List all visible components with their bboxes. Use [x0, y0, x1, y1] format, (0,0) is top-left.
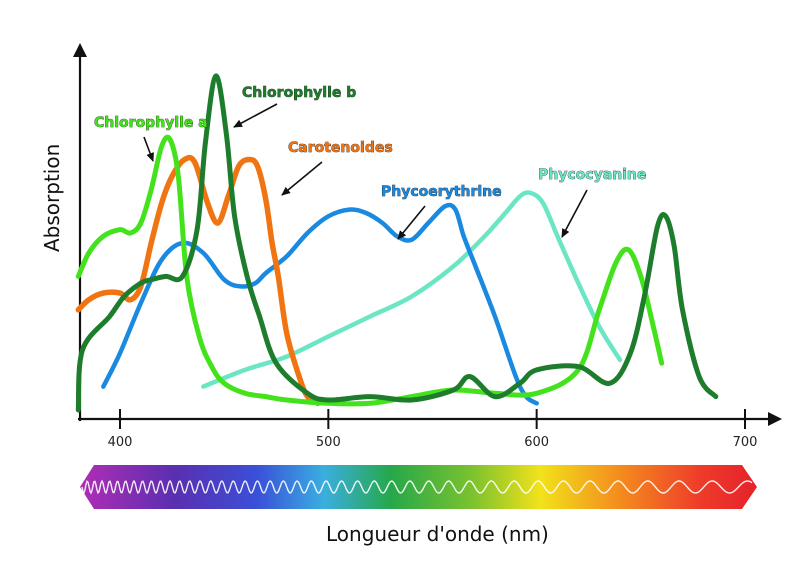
arrow-phycoerythrine: [397, 205, 426, 240]
label-chlorophylle-b: Chlorophylle b: [242, 85, 356, 101]
series-phycoerythrine: [101, 202, 539, 406]
series-chlorophylle-b: [75, 73, 719, 413]
x-axis-arrow: [768, 412, 782, 426]
curves: [75, 73, 719, 413]
x-tick-label-700: 700: [733, 435, 758, 450]
label-chlorophylle-a: Chlorophylle a: [94, 115, 208, 131]
x-tick-label-600: 600: [524, 435, 549, 450]
label-phycoerythrine: Phycoerythrine: [381, 184, 502, 200]
series-phycocyanine: [201, 190, 623, 389]
wave-pattern: [81, 479, 753, 495]
x-axis-label: Longueur d'onde (nm): [326, 522, 549, 546]
arrow-chlorophylle-a: [143, 136, 154, 162]
spectrum-band: [80, 465, 757, 509]
y-axis-label: Absorption: [40, 144, 64, 252]
series-carotenoides: [75, 154, 321, 407]
axes: [73, 43, 782, 426]
x-ticks: 400 500 600 700: [108, 409, 758, 450]
arrow-chlorophylle-b: [233, 103, 278, 128]
spectrum-bar: [80, 465, 757, 509]
label-carotenoides: Carotenoides: [288, 140, 393, 156]
x-tick-label-400: 400: [108, 435, 133, 450]
series-labels: Chlorophylle a Chlorophylle b Carotenoid…: [94, 85, 647, 240]
arrow-phycocyanine: [561, 189, 588, 238]
x-tick-label-500: 500: [316, 435, 341, 450]
label-phycocyanine: Phycocyanine: [538, 167, 646, 183]
arrow-carotenoides: [281, 161, 323, 196]
y-axis-arrow: [73, 43, 87, 57]
series-chlorophylle-a: [75, 134, 665, 407]
